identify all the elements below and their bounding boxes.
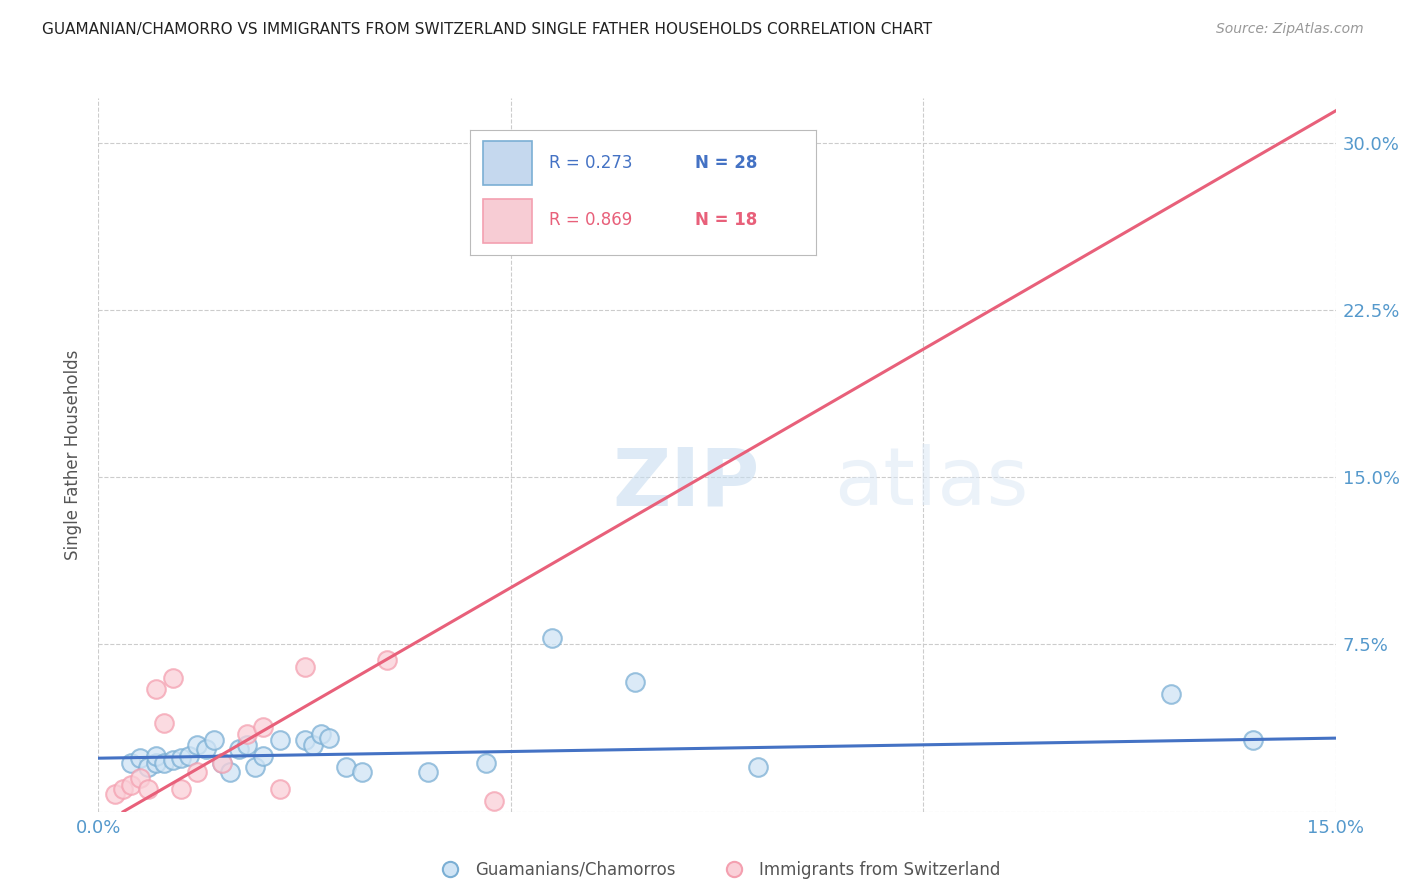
Point (145, 749, 167, 764)
Point (104, 787, 127, 801)
Point (128, 771, 150, 786)
Point (186, 764, 208, 779)
Point (236, 726, 259, 740)
Point (211, 756, 233, 770)
Point (162, 671, 184, 685)
Point (236, 738, 259, 752)
Point (136, 782, 159, 797)
Point (252, 720, 274, 734)
Text: Source: ZipAtlas.com: Source: ZipAtlas.com (1216, 22, 1364, 37)
Y-axis label: Single Father Households: Single Father Households (65, 350, 83, 560)
Point (219, 764, 242, 779)
Point (1241, 733, 1264, 747)
Point (747, 760, 769, 774)
Point (309, 726, 332, 740)
Point (302, 738, 325, 752)
Point (335, 760, 357, 774)
Text: GUAMANIAN/CHAMORRO VS IMMIGRANTS FROM SWITZERLAND SINGLE FATHER HOUSEHOLDS CORRE: GUAMANIAN/CHAMORRO VS IMMIGRANTS FROM SW… (42, 22, 932, 37)
Point (162, 753, 184, 767)
Point (120, 778, 142, 792)
Legend: Guamanians/Chamorros, Immigrants from Switzerland: Guamanians/Chamorros, Immigrants from Sw… (427, 855, 1007, 886)
Point (582, 158, 605, 172)
Point (112, 782, 135, 797)
Point (484, 794, 506, 808)
Point (252, 749, 274, 764)
Point (541, 631, 564, 645)
Text: atlas: atlas (835, 444, 1029, 523)
Point (186, 738, 208, 752)
Point (318, 731, 340, 746)
Point (145, 756, 167, 770)
Point (120, 756, 142, 770)
Point (294, 733, 316, 747)
Point (1160, 687, 1182, 701)
Point (202, 733, 225, 747)
Point (623, 675, 645, 690)
Point (128, 751, 150, 765)
Point (269, 733, 291, 747)
Point (153, 756, 176, 770)
Point (228, 742, 250, 756)
Point (153, 715, 176, 730)
Point (170, 782, 193, 797)
Point (294, 660, 316, 674)
Point (352, 764, 374, 779)
Point (211, 756, 233, 770)
Point (418, 764, 440, 779)
Point (136, 760, 159, 774)
Point (375, 653, 398, 667)
Text: ZIP: ZIP (612, 444, 759, 523)
Point (194, 742, 217, 756)
Point (475, 756, 498, 770)
Point (269, 782, 291, 797)
Point (170, 751, 193, 765)
Point (145, 681, 167, 696)
Point (179, 749, 201, 764)
Point (243, 760, 266, 774)
